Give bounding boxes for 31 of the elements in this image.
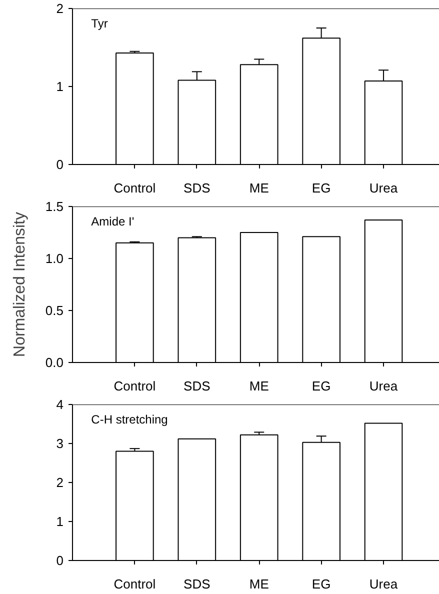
x-tick-label: Control — [114, 180, 156, 196]
y-tick-label: 1 — [56, 514, 64, 529]
text: C-H stretching — [91, 412, 168, 426]
y-tick-label: 0.0 — [45, 355, 64, 370]
text: Tyr — [91, 16, 108, 30]
x-tick-label: Control — [114, 378, 156, 394]
y-axis-title: Normalized Intensity — [11, 212, 28, 357]
y-tick-label: 2 — [56, 475, 64, 490]
text: Amide I' — [91, 214, 134, 228]
x-tick-label: ME — [249, 576, 270, 592]
y-tick-label: 3 — [56, 436, 64, 451]
x-tick-label: SDS — [184, 576, 211, 592]
x-tick-label: Control — [114, 576, 156, 592]
y-tick-label: 0 — [56, 553, 64, 568]
y-tick-label: 4 — [56, 397, 64, 412]
x-tick-label: ME — [249, 180, 270, 196]
x-tick-label: EG — [312, 180, 331, 196]
x-tick-label: SDS — [184, 378, 211, 394]
x-tick-label: ME — [249, 378, 270, 394]
y-tick-label: 0 — [56, 157, 64, 172]
x-tick-label: SDS — [184, 180, 211, 196]
y-tick-label: 2 — [56, 1, 64, 16]
x-tick-label: Urea — [369, 378, 398, 394]
x-tick-label: Urea — [369, 576, 398, 592]
y-tick-label: 1.0 — [45, 251, 64, 266]
x-tick-label: EG — [312, 576, 331, 592]
y-tick-label: 1.5 — [45, 199, 64, 214]
y-tick-label: 0.5 — [45, 303, 64, 318]
y-tick-label: 1 — [56, 79, 64, 94]
x-tick-label: EG — [312, 378, 331, 394]
x-tick-label: Urea — [369, 180, 398, 196]
